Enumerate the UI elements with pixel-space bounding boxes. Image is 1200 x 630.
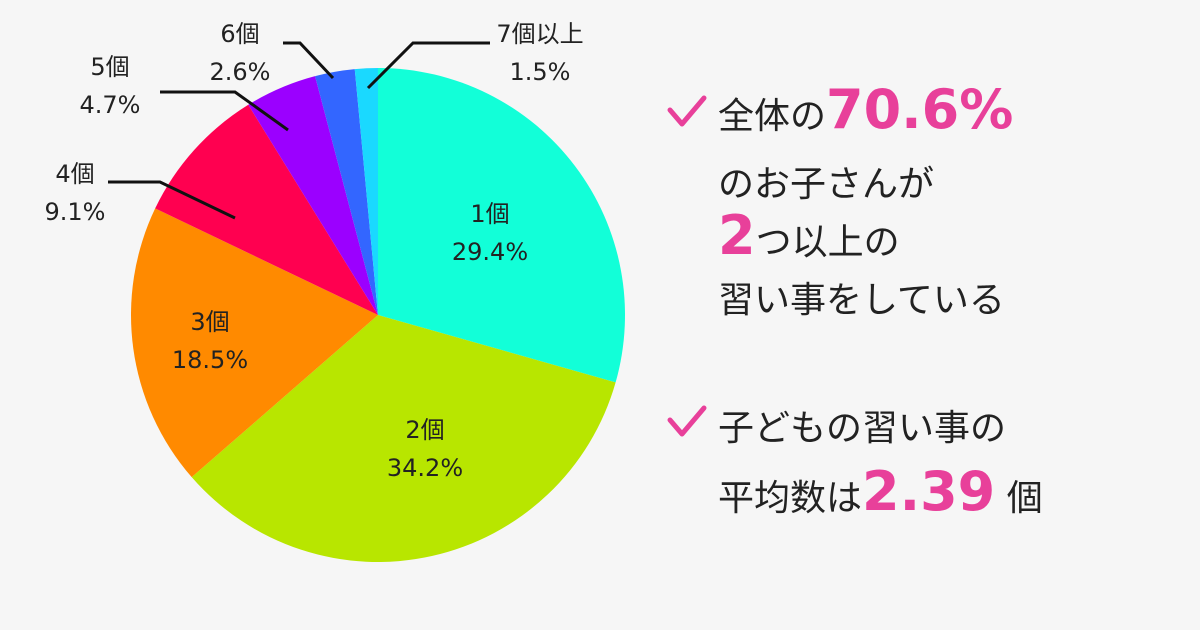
slice-value-label: 18.5%	[172, 346, 248, 374]
slice-value-label: 34.2%	[387, 454, 463, 482]
slice-label: 4個	[55, 160, 94, 188]
leader-line	[160, 90, 289, 132]
slice-label: 7個以上	[496, 20, 583, 48]
leader-line	[366, 41, 490, 90]
slice-label: 3個	[190, 308, 229, 336]
note-highlight: 2	[718, 204, 756, 267]
slice-label: 5個	[90, 53, 129, 81]
note-text: 子どもの習い事の	[718, 408, 1006, 449]
leader-line	[108, 180, 236, 220]
note-text: 個	[995, 478, 1042, 519]
note-text: 全体の	[718, 96, 826, 137]
pie-slice	[378, 68, 625, 383]
slice-label: 6個	[220, 20, 259, 48]
note-line: 習い事をしている	[718, 280, 1005, 321]
pie-slice	[131, 208, 378, 478]
note-line: のお子さんが	[718, 164, 934, 205]
slice-value-label: 9.1%	[45, 198, 106, 226]
pie-slice	[155, 104, 378, 316]
note-text: 平均数は	[718, 478, 862, 519]
leader-line	[283, 41, 335, 80]
check-icon	[667, 95, 707, 127]
pie-slice	[191, 315, 616, 562]
slice-value-label: 29.4%	[452, 238, 528, 266]
note-text: のお子さんが	[718, 164, 934, 205]
slice-label: 1個	[470, 200, 509, 228]
slice-value-label: 1.5%	[510, 58, 571, 86]
slice-value-label: 2.6%	[210, 58, 271, 86]
pie-slice	[354, 68, 378, 315]
pie-slice	[315, 69, 378, 315]
note-line: 2つ以上の	[718, 204, 900, 267]
note-highlight: 70.6%	[826, 78, 1013, 141]
pie-slice	[248, 76, 378, 315]
note-highlight: 2.39	[862, 460, 995, 523]
note-text: つ以上の	[756, 222, 900, 263]
note-line: 子どもの習い事の	[718, 408, 1006, 449]
slice-value-label: 4.7%	[80, 91, 141, 119]
note-line: 平均数は2.39 個	[718, 460, 1043, 523]
check-icon	[667, 405, 707, 437]
note-line: 全体の70.6%	[718, 78, 1013, 141]
slice-label: 2個	[405, 416, 444, 444]
note-text: 習い事をしている	[718, 280, 1005, 321]
